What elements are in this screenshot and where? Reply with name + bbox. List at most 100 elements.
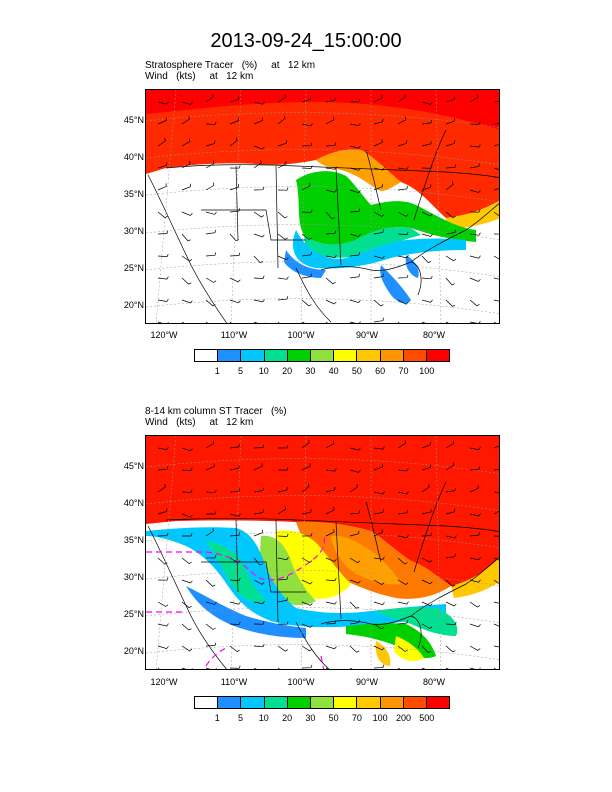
wind-barb (181, 557, 192, 565)
panel2-colorbar-tick-label: 500 (419, 713, 435, 723)
wind-barb (229, 601, 241, 605)
wind-barb (373, 529, 383, 537)
wind-barb (229, 621, 241, 625)
wind-barb (205, 277, 217, 283)
wind-barb (469, 189, 481, 193)
wind-barb (301, 142, 313, 147)
panel1-colorbar-tick-label: 60 (375, 366, 386, 376)
wind-barb (445, 255, 457, 262)
wind-barb (445, 508, 456, 515)
panel1-colorbar-cell (287, 350, 311, 361)
wind-barb (445, 462, 455, 471)
wind-barb (301, 483, 310, 493)
wind-barb (421, 645, 432, 654)
wind-barb (229, 532, 241, 537)
wind-barb (229, 96, 240, 103)
wind-barb (229, 645, 240, 653)
wind-barb (325, 230, 337, 235)
wind-barb (397, 468, 409, 472)
wind-barb (421, 464, 432, 471)
wind-barb (277, 533, 289, 537)
panel1-colorbar-tick-label: 10 (258, 366, 269, 376)
wind-barb (205, 528, 214, 537)
wind-barb (157, 298, 169, 302)
wind-barb (421, 211, 433, 217)
wind-barb (181, 489, 193, 493)
wind-barb (349, 469, 361, 473)
wind-barb (229, 183, 239, 191)
wind-barb (253, 463, 263, 471)
wind-barb (181, 513, 193, 518)
wind-barb (157, 137, 166, 147)
wind-barb (157, 645, 169, 650)
wind-barb (301, 96, 312, 103)
panel1-lon-label-110: 110°W (220, 330, 248, 340)
wind-barb (301, 251, 312, 257)
wind-barb (229, 233, 239, 242)
wind-barb (182, 533, 193, 537)
wind-barb (229, 299, 241, 304)
wind-barb (181, 116, 190, 125)
wind-barb (445, 579, 456, 587)
panel1-lat-label-35: 35°N (123, 189, 144, 199)
panel2-lon-label-100: 100°W (287, 677, 315, 687)
wind-barb (277, 467, 289, 471)
panel2-colorbar-cell (195, 697, 219, 708)
panel1-colorbar-cell (195, 350, 219, 361)
wind-barb (349, 299, 361, 304)
panel2-colorbar-tick-label: 10 (258, 713, 269, 723)
wind-barb (349, 167, 361, 171)
wind-barb (421, 532, 433, 537)
wind-barb (301, 233, 312, 240)
wind-barb (469, 255, 481, 259)
wind-barb (469, 667, 481, 669)
wind-barb (493, 645, 499, 648)
wind-barb (181, 579, 193, 584)
panel2-map-graphic (146, 436, 499, 669)
wind-barb (373, 94, 383, 103)
panel1-lon-label-100: 100°W (287, 330, 315, 340)
wind-barb (181, 601, 192, 609)
wind-barb (301, 601, 313, 606)
panel1-colorbar-tick-label: 70 (398, 366, 409, 376)
panel1-colorbar-tick-label: 40 (328, 366, 339, 376)
wind-barb (205, 463, 215, 471)
panel2-colorbar-tick-label: 100 (372, 713, 388, 723)
wind-barb (205, 211, 217, 215)
wind-barb (325, 299, 337, 305)
panel2-lat-label-25: 25°N (123, 609, 144, 619)
wind-barb (181, 233, 191, 242)
wind-barb (469, 601, 481, 608)
wind-barb (373, 601, 385, 606)
wind-barb (493, 601, 499, 604)
wind-barb (253, 186, 265, 191)
panel2-colorbar-cell (310, 697, 335, 708)
wind-barb (421, 275, 433, 280)
wind-barb (301, 645, 313, 652)
wind-barb (157, 577, 169, 581)
wind-barb (349, 145, 361, 149)
wind-barb (397, 557, 408, 565)
wind-barb (469, 623, 481, 628)
wind-barb (181, 623, 192, 631)
wind-barb (445, 140, 456, 147)
wind-barb (205, 252, 217, 257)
wind-barb (469, 299, 480, 307)
wind-barb (253, 255, 264, 264)
wind-barb (469, 466, 481, 471)
wind-barb (181, 101, 193, 105)
panel1-colorbar-tick-label: 1 (214, 366, 220, 376)
panel1-colorbar-cell (310, 350, 335, 361)
wind-barb (397, 509, 408, 515)
wind-barb (301, 299, 312, 307)
wind-barb (277, 255, 289, 261)
wind-barb (445, 164, 457, 169)
wind-barb (445, 535, 457, 539)
wind-barb (445, 229, 456, 235)
wind-barb (445, 299, 456, 307)
wind-barb (157, 623, 169, 627)
wind-barb (397, 440, 406, 449)
wind-barb (445, 277, 455, 286)
wind-barb (349, 579, 361, 584)
wind-barb (493, 144, 499, 147)
